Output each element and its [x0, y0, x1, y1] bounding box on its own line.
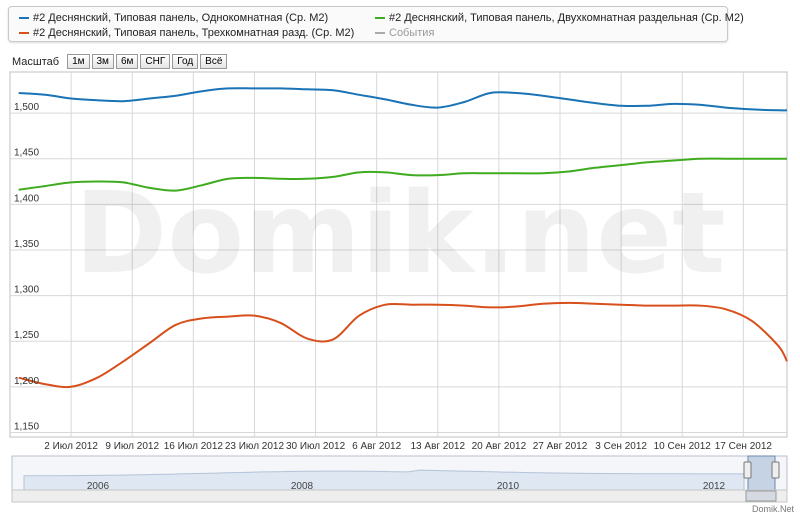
footer-credit: Domik.Net: [751, 504, 794, 514]
y-tick-label: 1,400: [14, 193, 39, 204]
series-line-1room: [18, 87, 788, 112]
grid: [9, 71, 788, 438]
x-tick-label: 17 Сен 2012: [715, 441, 773, 452]
y-tick-label: 1,450: [14, 148, 39, 159]
navigator-area: [23, 469, 745, 491]
watermark: Domik.net: [74, 169, 725, 299]
x-tick-label: 20 Авг 2012: [472, 441, 527, 452]
legend-label-3room: #2 Деснянский, Типовая панель, Трехкомна…: [33, 27, 355, 39]
legend: #2 Деснянский, Типовая панель, Однокомна…: [8, 6, 744, 42]
x-tick-label: 6 Авг 2012: [352, 441, 401, 452]
navigator-year-label: 2006: [87, 481, 110, 492]
x-tick-label: 3 Сен 2012: [595, 441, 647, 452]
y-tick-label: 1,500: [14, 102, 39, 113]
zoom-ytd-button[interactable]: СНГ: [140, 54, 171, 69]
navigator-selection: [747, 455, 776, 491]
x-tick-label: 2 Июл 2012: [44, 441, 98, 452]
x-tick-label: 30 Июл 2012: [286, 441, 346, 452]
x-tick-label: 23 Июл 2012: [225, 441, 285, 452]
legend-label-events: События: [389, 27, 435, 39]
legend-item-3room[interactable]: #2 Деснянский, Типовая панель, Трехкомна…: [19, 27, 354, 39]
y-tick-label: 1,350: [14, 239, 39, 250]
series-line-3room: [18, 301, 788, 389]
x-tick-label: 9 Июл 2012: [105, 441, 159, 452]
legend-label-2room: #2 Деснянский, Типовая панель, Двухкомна…: [389, 12, 744, 24]
y-tick-label: 1,300: [14, 285, 39, 296]
legend-item-events[interactable]: События: [375, 27, 434, 39]
zoom-selector: Масштаб 1м 3м 6м СНГ Год Всё: [12, 54, 229, 69]
x-tick-label: 27 Авг 2012: [533, 441, 588, 452]
zoom-1m-button[interactable]: 1м: [67, 54, 90, 69]
navigator-year-label: 2010: [497, 481, 520, 492]
legend-swatch-2room: [375, 17, 385, 19]
legend-swatch-events: [375, 32, 385, 34]
zoom-all-button[interactable]: Всё: [200, 54, 228, 69]
series-layer: [18, 87, 788, 389]
zoom-label: Масштаб: [12, 55, 60, 68]
legend-item-2room[interactable]: #2 Деснянский, Типовая панель, Двухкомна…: [375, 12, 744, 24]
navigator-scrollbar-track: [11, 489, 788, 503]
zoom-6m-button[interactable]: 6м: [115, 54, 139, 69]
y-tick-label: 1,150: [14, 421, 39, 432]
y-tick-label: 1,250: [14, 330, 39, 341]
navigator-handle-left: [743, 461, 752, 479]
axes: 1,150 1,200 1,250 1,300 1,350 1,400 1,450 1,500…: [14, 102, 772, 452]
legend-item-1room[interactable]: #2 Деснянский, Типовая панель, Однокомна…: [19, 12, 328, 24]
legend-label-1room: #2 Деснянский, Типовая панель, Однокомна…: [33, 12, 329, 24]
plot-frame: [9, 71, 788, 438]
legend-swatch-1room: [19, 17, 29, 19]
x-tick-label: 16 Июл 2012: [164, 441, 224, 452]
navigator-handle-right: [771, 461, 780, 479]
navigator-scrollbar-thumb: [745, 490, 777, 502]
x-tick-label: 13 Авг 2012: [411, 441, 466, 452]
navigator[interactable]: 2006 2008 2010 2012: [11, 455, 788, 503]
y-tick-label: 1,200: [14, 376, 39, 387]
navigator-year-label: 2008: [291, 481, 314, 492]
series-line-2room: [18, 157, 787, 192]
navigator-year-label: 2012: [703, 481, 726, 492]
zoom-1y-button[interactable]: Год: [172, 54, 199, 69]
legend-swatch-3room: [19, 32, 29, 34]
x-tick-label: 10 Сен 2012: [654, 441, 712, 452]
zoom-3m-button[interactable]: 3м: [91, 54, 114, 69]
